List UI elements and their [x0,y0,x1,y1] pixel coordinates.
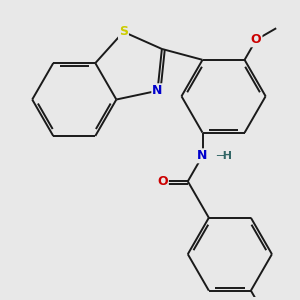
Text: O: O [251,33,262,46]
Text: S: S [119,25,128,38]
Text: ─H: ─H [216,151,232,161]
Text: N: N [152,84,163,97]
Text: O: O [157,175,168,188]
Text: N: N [197,149,208,162]
